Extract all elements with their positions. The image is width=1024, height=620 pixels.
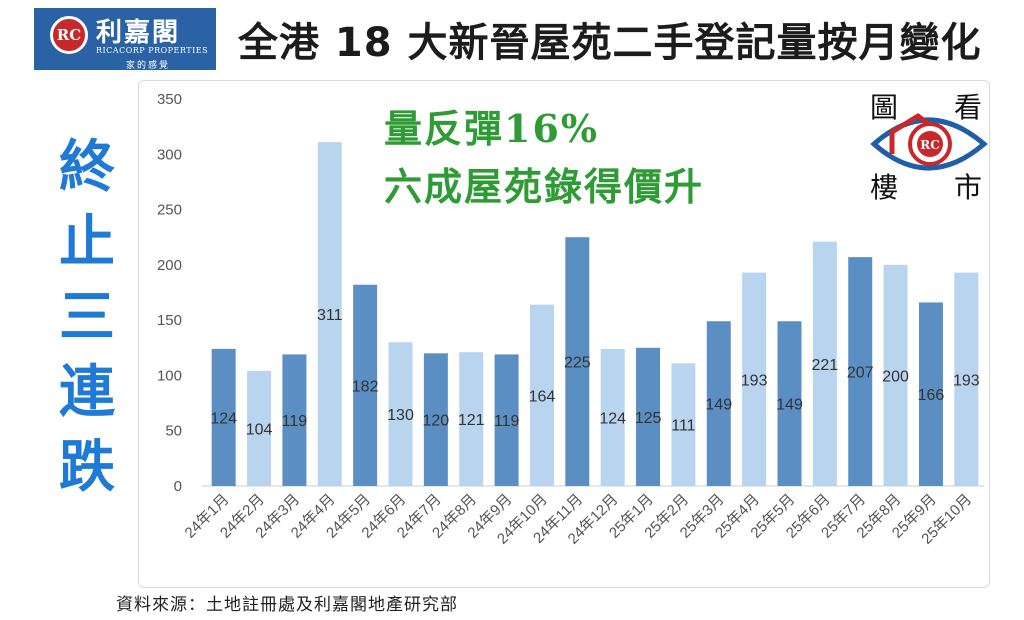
chart-frame bbox=[138, 80, 990, 588]
bar-value-label: 200 bbox=[882, 368, 909, 385]
bar bbox=[742, 272, 767, 486]
bar bbox=[211, 348, 236, 486]
bar bbox=[423, 353, 448, 486]
y-tick-label: 200 bbox=[157, 257, 182, 274]
bar bbox=[388, 342, 413, 486]
bar-value-label: 111 bbox=[671, 418, 695, 435]
brand-name: 利嘉閣 bbox=[96, 18, 181, 48]
bar-value-label: 119 bbox=[282, 413, 308, 430]
bar-value-label: 124 bbox=[210, 410, 237, 427]
side-char: 止 bbox=[59, 209, 115, 275]
bar-value-label: 164 bbox=[529, 388, 556, 405]
bar bbox=[494, 354, 519, 486]
side-headline: 終 止 三 連 跌 bbox=[42, 130, 132, 505]
eye-mark-text: RC bbox=[920, 138, 940, 152]
annotation-price: 六成屋苑錄得價升 bbox=[384, 164, 705, 209]
bar bbox=[812, 241, 837, 486]
y-tick-label: 50 bbox=[165, 423, 182, 440]
bar-value-label: 311 bbox=[317, 307, 343, 324]
bar-value-label: 121 bbox=[458, 412, 485, 429]
chart-title: 全港 18 大新晉屋苑二手登記量按月變化 bbox=[238, 20, 982, 66]
side-char: 連 bbox=[59, 359, 115, 425]
bar-value-label: 166 bbox=[918, 387, 945, 404]
brand-english-name: RICACORP PROPERTIES bbox=[96, 46, 209, 55]
bar-value-label: 207 bbox=[847, 365, 874, 382]
brand-tagline: 家的感覺 bbox=[126, 61, 171, 71]
bar-value-label: 225 bbox=[564, 355, 591, 372]
y-tick-label: 300 bbox=[157, 146, 182, 163]
bar bbox=[282, 354, 307, 486]
bar bbox=[848, 257, 873, 486]
y-tick-label: 0 bbox=[174, 478, 182, 495]
bar bbox=[954, 272, 979, 486]
badge-char: 看 bbox=[954, 91, 983, 124]
bar-value-label: 221 bbox=[812, 357, 839, 374]
ricacorp-logo-icon: RC bbox=[50, 16, 88, 54]
bar bbox=[353, 284, 378, 486]
bar-value-label: 149 bbox=[776, 397, 803, 414]
bar-value-label: 193 bbox=[741, 372, 768, 389]
bar-value-label: 125 bbox=[635, 410, 662, 427]
side-char: 三 bbox=[59, 284, 115, 350]
bar-value-label: 124 bbox=[599, 410, 626, 427]
eye-icon: RC bbox=[870, 112, 988, 171]
annotation-volume: 量反彈16% bbox=[384, 106, 599, 151]
bar-value-label: 120 bbox=[423, 413, 450, 430]
eye-badge: RC 圖 看 樓 市 bbox=[866, 86, 990, 204]
bar-value-label: 193 bbox=[953, 372, 980, 389]
source-note: 資料來源：土地註冊處及利嘉閣地產研究部 bbox=[116, 595, 458, 615]
bar-value-label: 130 bbox=[387, 407, 414, 424]
y-tick-label: 150 bbox=[157, 312, 182, 329]
badge-char: 圖 bbox=[870, 91, 899, 124]
bar-value-label: 182 bbox=[352, 378, 379, 395]
y-tick-label: 100 bbox=[157, 367, 182, 384]
bar bbox=[565, 237, 590, 486]
bar bbox=[459, 352, 484, 486]
badge-char: 樓 bbox=[870, 171, 899, 204]
bar-value-label: 104 bbox=[246, 422, 273, 439]
bar-value-label: 119 bbox=[494, 413, 520, 430]
bar bbox=[317, 142, 342, 486]
bar bbox=[600, 348, 625, 486]
bar-value-label: 149 bbox=[705, 397, 732, 414]
y-tick-label: 250 bbox=[157, 202, 182, 219]
bar bbox=[706, 321, 731, 486]
bar bbox=[918, 302, 943, 486]
brand-logo: RC 利嘉閣 RICACORP PROPERTIES 家的感覺 bbox=[34, 8, 216, 71]
badge-char: 市 bbox=[954, 171, 983, 204]
y-tick-label: 350 bbox=[157, 91, 182, 108]
bar bbox=[247, 371, 272, 486]
bar bbox=[671, 363, 696, 486]
bar bbox=[883, 264, 908, 486]
side-char: 終 bbox=[59, 134, 115, 200]
bar bbox=[777, 321, 802, 486]
bar bbox=[636, 347, 661, 486]
bar bbox=[529, 304, 554, 486]
side-char: 跌 bbox=[59, 434, 115, 500]
